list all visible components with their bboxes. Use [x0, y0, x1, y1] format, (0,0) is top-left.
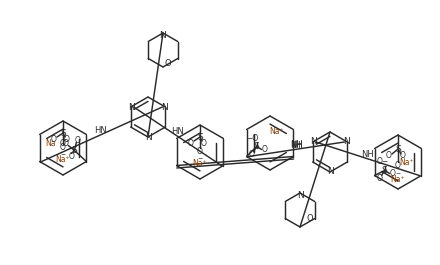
Text: Na⁺: Na⁺ [193, 160, 207, 169]
Text: −: − [60, 152, 66, 157]
Text: S: S [254, 142, 260, 151]
Text: S: S [197, 132, 203, 142]
Text: Na⁺: Na⁺ [400, 158, 414, 167]
Text: O: O [188, 139, 194, 148]
Text: S: S [382, 166, 388, 175]
Text: NH: NH [361, 150, 374, 159]
Text: O: O [249, 150, 255, 159]
Text: O: O [69, 152, 74, 161]
Text: S: S [72, 146, 77, 155]
Text: N: N [326, 167, 334, 176]
Text: S: S [60, 129, 66, 138]
Text: Na⁺: Na⁺ [269, 127, 284, 136]
Text: N: N [297, 192, 303, 201]
Text: O: O [306, 214, 313, 223]
Text: O: O [395, 161, 401, 170]
Text: O: O [390, 169, 396, 178]
Text: O: O [197, 147, 203, 156]
Text: O: O [74, 136, 81, 145]
Text: NH: NH [290, 141, 303, 150]
Text: Na: Na [45, 139, 55, 148]
Text: HN: HN [171, 127, 183, 136]
Text: O−: O− [377, 157, 389, 166]
Text: HN: HN [94, 126, 107, 135]
Text: O: O [386, 152, 392, 161]
Text: N: N [145, 132, 151, 142]
Text: N: N [310, 138, 317, 147]
Text: IH: IH [293, 141, 301, 150]
Text: Na⁺: Na⁺ [56, 156, 70, 165]
Text: NH: NH [290, 140, 303, 149]
Text: O: O [165, 60, 171, 68]
Text: N: N [128, 103, 135, 112]
Text: −O: −O [246, 134, 259, 143]
Text: −: − [396, 170, 401, 175]
Text: O: O [377, 174, 382, 183]
Text: O: O [262, 145, 268, 154]
Text: Na⁺: Na⁺ [391, 174, 405, 183]
Text: O: O [51, 135, 57, 144]
Text: −: − [198, 156, 203, 161]
Text: O: O [59, 139, 65, 148]
Text: O: O [400, 152, 406, 161]
Text: N: N [161, 103, 168, 112]
Text: O: O [62, 139, 68, 148]
Text: N: N [343, 138, 350, 147]
Text: O: O [60, 143, 66, 152]
Text: O: O [64, 135, 70, 144]
Text: N: N [160, 32, 166, 41]
Text: S: S [395, 144, 401, 153]
Text: O: O [201, 139, 207, 148]
